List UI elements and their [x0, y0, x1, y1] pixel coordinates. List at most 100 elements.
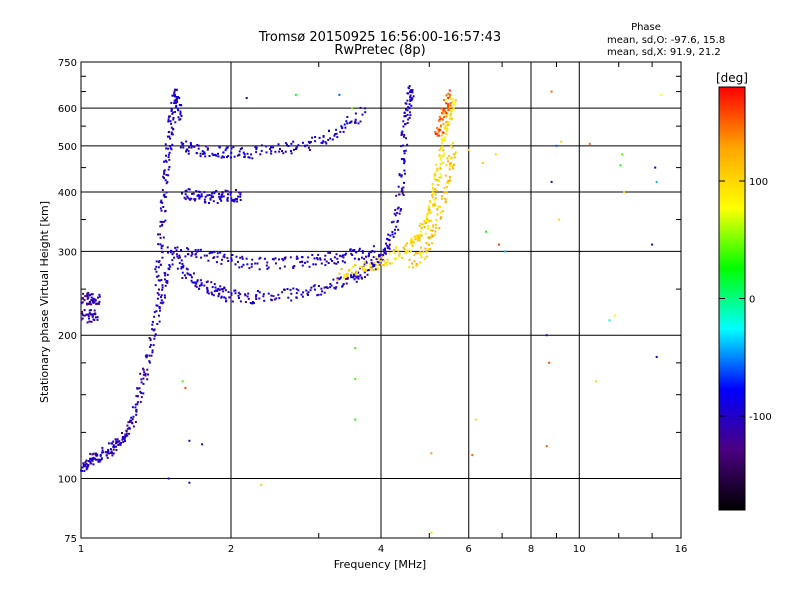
data-point — [399, 209, 402, 212]
data-point — [403, 112, 406, 114]
data-point — [148, 337, 151, 339]
data-point — [474, 418, 477, 421]
data-point — [170, 108, 173, 111]
data-point — [358, 247, 361, 250]
data-point — [184, 193, 187, 196]
data-point — [430, 233, 433, 236]
data-point — [430, 452, 433, 455]
data-point — [380, 263, 383, 266]
data-point — [295, 296, 298, 299]
data-point — [199, 155, 202, 158]
data-point — [494, 153, 497, 156]
data-point — [96, 458, 99, 461]
data-point — [230, 293, 233, 296]
data-point — [171, 263, 174, 266]
data-point — [448, 176, 451, 178]
data-point — [279, 267, 282, 270]
data-point — [234, 289, 237, 292]
data-point — [407, 250, 410, 253]
data-point — [270, 150, 273, 153]
data-point — [150, 354, 153, 357]
data-point — [92, 301, 95, 304]
data-point — [98, 458, 101, 461]
data-point — [222, 151, 225, 154]
data-point — [86, 321, 89, 324]
data-point — [290, 152, 293, 155]
data-point — [95, 458, 97, 461]
data-point — [95, 454, 98, 457]
data-point — [171, 133, 174, 136]
data-point — [263, 299, 266, 302]
data-point — [158, 305, 161, 308]
data-point — [426, 218, 428, 221]
data-point — [164, 210, 167, 213]
data-point — [166, 281, 169, 284]
data-point — [392, 220, 395, 223]
data-point — [92, 458, 95, 461]
data-point — [180, 259, 183, 262]
data-point — [404, 102, 407, 105]
plot-area: 1 2 4 6 8 10 16 75 100 200 300 400 500 600 750 — [58, 58, 687, 555]
data-point — [354, 121, 357, 124]
data-point — [174, 111, 177, 113]
data-point — [138, 387, 141, 390]
data-point — [168, 151, 171, 154]
data-point — [205, 145, 208, 148]
data-point — [152, 344, 155, 347]
data-point — [545, 445, 548, 448]
data-point — [436, 134, 439, 137]
data-point — [398, 174, 401, 177]
data-point — [174, 95, 176, 98]
data-point — [427, 204, 430, 207]
data-point — [365, 269, 367, 272]
data-point — [160, 294, 163, 297]
data-point — [445, 111, 448, 114]
data-point — [175, 106, 178, 109]
data-point — [167, 156, 170, 159]
data-point — [203, 152, 206, 155]
data-point — [233, 289, 236, 292]
data-point — [435, 226, 438, 229]
data-point — [409, 96, 412, 99]
data-point — [155, 260, 158, 263]
data-point — [412, 266, 415, 269]
data-point — [190, 146, 193, 149]
data-point — [408, 107, 411, 110]
data-point — [89, 452, 92, 455]
data-point — [151, 323, 154, 326]
data-point — [397, 228, 400, 231]
data-point — [198, 284, 201, 287]
data-point — [231, 254, 234, 256]
data-point — [445, 133, 448, 135]
data-point — [154, 284, 157, 287]
data-point — [128, 421, 131, 423]
data-point — [428, 243, 430, 246]
data-point — [187, 248, 190, 251]
data-point — [393, 228, 396, 231]
data-point — [355, 270, 357, 273]
data-point — [430, 229, 432, 232]
data-point — [453, 156, 456, 159]
data-point — [214, 286, 217, 289]
data-point — [182, 146, 185, 149]
data-point — [341, 260, 344, 263]
data-point — [404, 252, 407, 255]
data-point — [196, 280, 199, 283]
data-point — [142, 373, 145, 376]
data-point — [403, 247, 406, 250]
data-point — [406, 113, 409, 116]
data-point — [402, 120, 405, 123]
data-point — [86, 292, 89, 295]
data-point — [398, 173, 401, 176]
data-point — [415, 234, 418, 237]
data-point — [346, 277, 349, 279]
data-point — [161, 224, 164, 227]
data-point — [211, 293, 214, 296]
data-point — [143, 371, 146, 374]
data-point — [227, 260, 230, 262]
data-point — [259, 153, 262, 156]
data-point — [241, 257, 244, 260]
data-point — [402, 186, 405, 189]
data-point — [443, 191, 446, 194]
data-point — [92, 313, 94, 316]
